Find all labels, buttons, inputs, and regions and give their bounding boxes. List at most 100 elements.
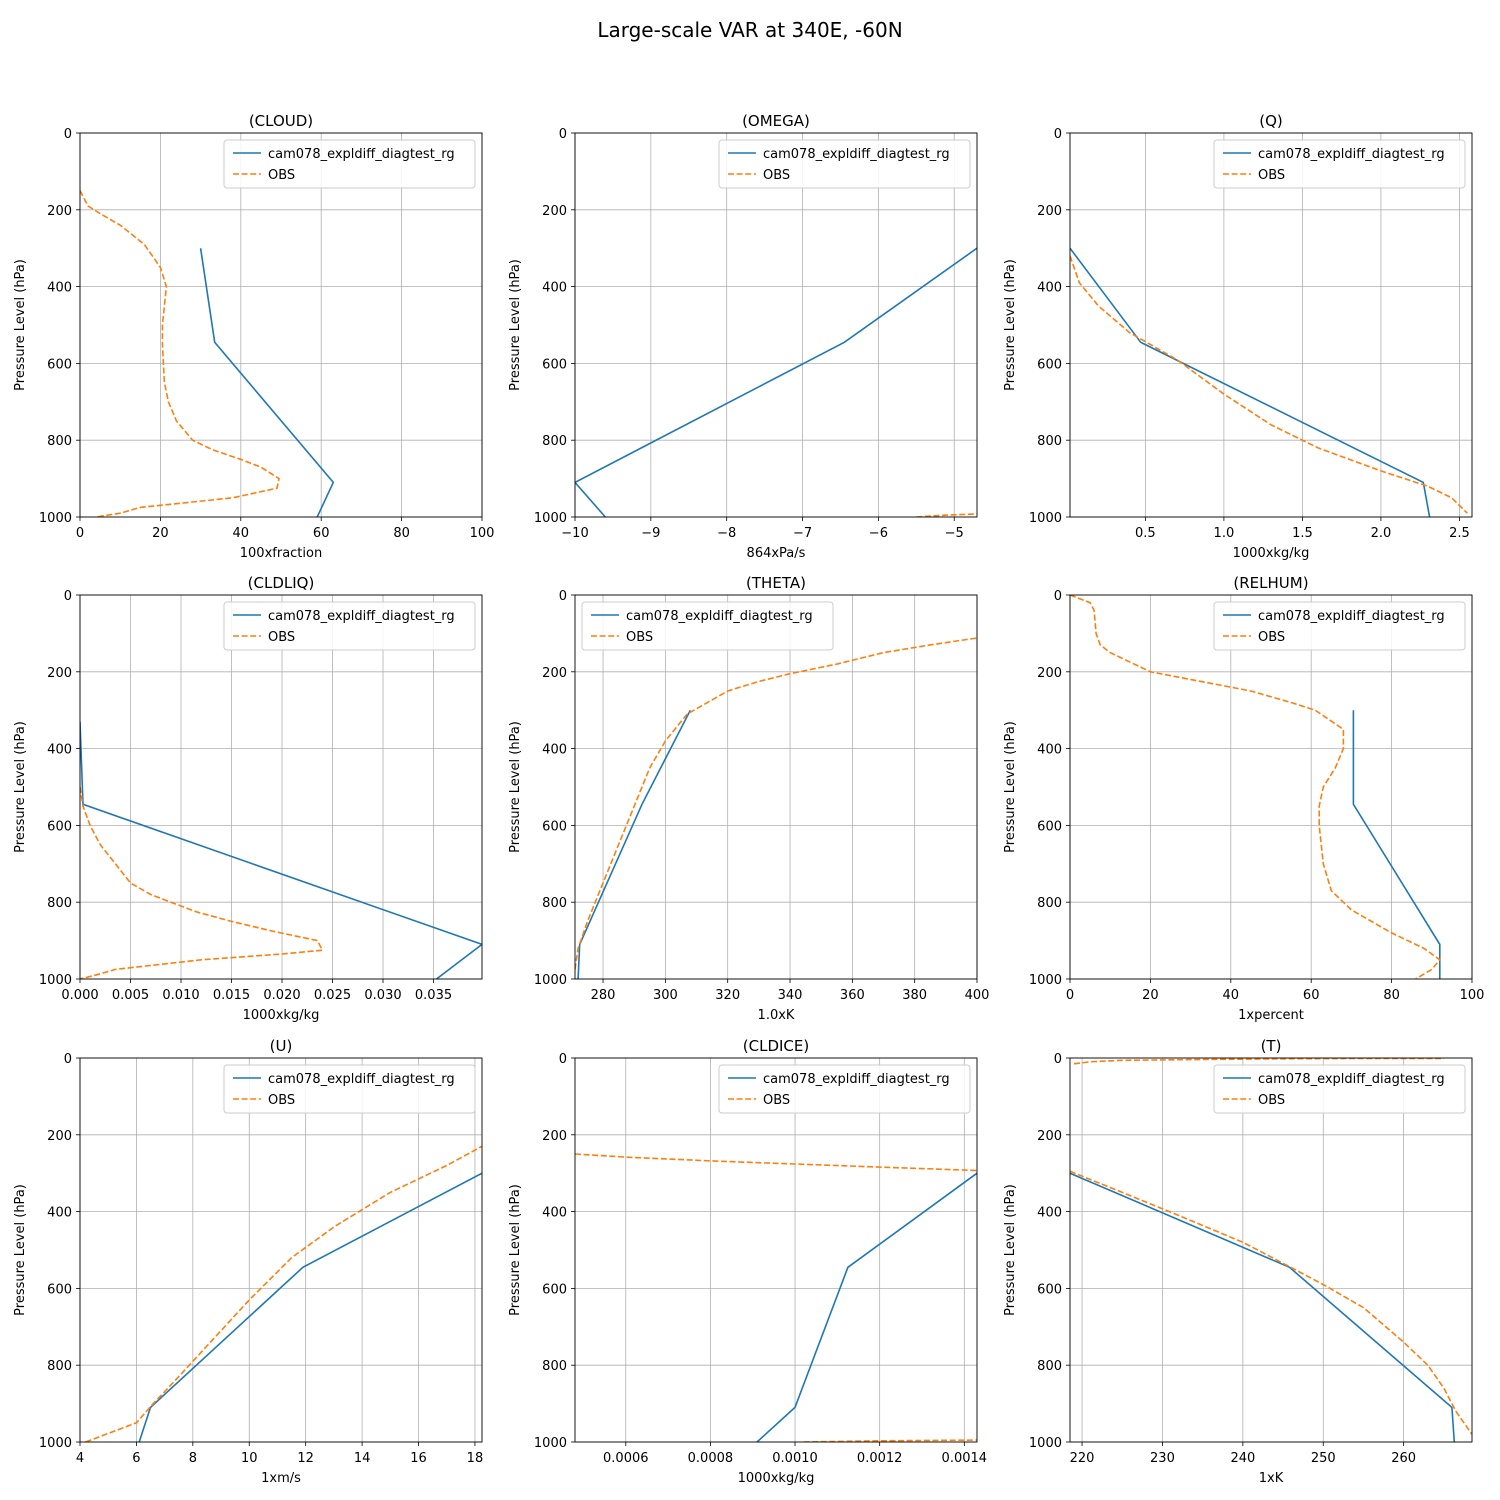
- subplot-title: (CLDLIQ): [248, 574, 315, 592]
- y-axis-label: Pressure Level (hPa): [1003, 721, 1018, 853]
- x-tick-label: 2.5: [1449, 526, 1470, 541]
- x-tick-label: 80: [1383, 988, 1400, 1003]
- y-tick-label: 200: [542, 204, 567, 219]
- subplot-t: 220 230 240 250 260 0 200 400 600 800 1000 (T) 1xK Pr…: [1003, 1037, 1473, 1486]
- y-tick-label: 600: [1037, 357, 1062, 372]
- x-tick-label: 0.0010: [772, 1451, 818, 1466]
- y-tick-label: 800: [542, 1359, 567, 1374]
- legend-model-label: cam078_expldiff_diagtest_rg: [1258, 1072, 1445, 1087]
- y-tick-label: 600: [542, 1282, 567, 1297]
- x-tick-label: 16: [410, 1451, 427, 1466]
- x-axis-label: 1000xkg/kg: [1233, 546, 1310, 561]
- legend-box: [1213, 601, 1466, 651]
- x-tick-label: 60: [313, 526, 330, 541]
- legend-box: [581, 601, 834, 651]
- y-tick-label: 1000: [39, 973, 72, 988]
- x-tick-label: 1.0: [1214, 526, 1235, 541]
- x-tick-label: 0.010: [162, 988, 199, 1003]
- x-tick-label: 4: [76, 1451, 84, 1466]
- legend-model-label: cam078_expldiff_diagtest_rg: [268, 609, 455, 624]
- axes-frame: [1069, 594, 1473, 980]
- model-series-line: [1070, 1172, 1456, 1442]
- obs-series-line: [575, 1153, 977, 1172]
- subplot-cloud: 0 20 40 60 80 10002004006008001000(CLOUD)100x…: [13, 112, 494, 561]
- obs-series-line: [575, 637, 977, 970]
- y-tick-label: 800: [47, 1359, 72, 1374]
- x-tick-label: 14: [354, 1451, 371, 1466]
- subplot-title: (CLDICE): [743, 1037, 809, 1055]
- x-tick-label: 320: [715, 988, 740, 1003]
- model-series-line: [575, 247, 977, 517]
- x-tick-label: −9: [641, 526, 660, 541]
- axes-frame: [79, 132, 483, 518]
- y-tick-label: 200: [47, 1129, 72, 1144]
- x-tick-label: 250: [1311, 1451, 1336, 1466]
- subplot-theta: 280 300 320 340 360 380 400 0 200 400 600 800 1000 (T…: [508, 574, 989, 1023]
- x-axis-label: 1000xkg/kg: [738, 1471, 815, 1486]
- x-tick-label: 340: [778, 988, 803, 1003]
- model-series-line: [756, 1172, 977, 1442]
- x-axis-label: 1xm/s: [261, 1471, 301, 1486]
- x-tick-label: 240: [1230, 1451, 1255, 1466]
- x-axis-label: 1000xkg/kg: [243, 1008, 320, 1023]
- y-tick-label: 400: [1037, 743, 1062, 758]
- y-tick-label: 400: [47, 281, 72, 296]
- x-tick-label: 12: [297, 1451, 314, 1466]
- y-tick-label: 200: [1037, 1129, 1062, 1144]
- axes-frame: [574, 594, 978, 980]
- axes-frame: [79, 594, 483, 980]
- subplot-q: 0.5 1.0 1.5 2.0 2.5 0 200 400 600 800 1000 (Q) 1000x…: [1003, 112, 1473, 561]
- subplot-omega: −10 −9 −8 −7 −6 −5 0 200 400 600 800 1000 (OMEGA) 864…: [508, 112, 978, 561]
- legend-model-label: cam078_expldiff_diagtest_rg: [1258, 147, 1445, 162]
- legend-model-label: cam078_expldiff_diagtest_rg: [268, 1072, 455, 1087]
- legend: cam078_expldiff_diagtest_rg OBS: [1213, 601, 1466, 651]
- subplot-title: (U): [270, 1037, 293, 1055]
- obs-series-line: [1070, 1170, 1472, 1435]
- y-axis-label: Pressure Level (hPa): [13, 1184, 28, 1316]
- x-axis-label: 864xPa/s: [747, 546, 806, 561]
- legend: cam078_expldiff_diagtest_rg OBS: [718, 1064, 971, 1114]
- y-tick-label: 1000: [1029, 973, 1062, 988]
- obs-series-line: [85, 1145, 482, 1442]
- y-axis-label: Pressure Level (hPa): [508, 259, 523, 391]
- x-tick-label: −8: [717, 526, 736, 541]
- subplot-cldice: 0.0006 0.0008 0.0010 0.0012 0.0014 0 200 400 600…: [508, 1037, 987, 1486]
- legend-model-label: cam078_expldiff_diagtest_rg: [1258, 609, 1445, 624]
- obs-series-line: [1070, 595, 1441, 979]
- x-tick-label: 0.020: [263, 988, 300, 1003]
- x-tick-label: 20: [1142, 988, 1159, 1003]
- x-tick-label: 0.025: [314, 988, 351, 1003]
- legend-obs-label: OBS: [1258, 630, 1285, 645]
- obs-series-line: [1070, 255, 1468, 514]
- x-axis-label: 1.0xK: [758, 1008, 795, 1023]
- x-tick-label: 0.0012: [857, 1451, 903, 1466]
- x-tick-label: 18: [467, 1451, 484, 1466]
- legend-box: [223, 139, 476, 189]
- legend: cam078_expldiff_diagtest_rg OBS: [1213, 1064, 1466, 1114]
- legend-box: [1213, 1064, 1466, 1114]
- y-tick-label: 0: [1054, 1052, 1062, 1067]
- y-tick-label: 800: [1037, 434, 1062, 449]
- x-tick-label: 8: [189, 1451, 197, 1466]
- x-axis-label: 1xpercent: [1238, 1008, 1304, 1023]
- y-tick-label: 600: [542, 357, 567, 372]
- y-tick-label: 400: [47, 743, 72, 758]
- legend-model-label: cam078_expldiff_diagtest_rg: [626, 609, 813, 624]
- subplot-title: (T): [1261, 1037, 1282, 1055]
- y-tick-label: 600: [47, 819, 72, 834]
- legend: cam078_expldiff_diagtest_rg OBS: [581, 601, 834, 651]
- legend-model-label: cam078_expldiff_diagtest_rg: [763, 1072, 950, 1087]
- model-series-line: [199, 248, 335, 517]
- y-tick-label: 200: [47, 666, 72, 681]
- x-tick-label: 1.5: [1292, 526, 1313, 541]
- y-tick-label: 800: [542, 896, 567, 911]
- legend-obs-label: OBS: [268, 1093, 295, 1108]
- x-tick-label: 0.015: [213, 988, 250, 1003]
- subplot-title: (OMEGA): [742, 112, 810, 130]
- x-tick-label: 0.000: [61, 988, 98, 1003]
- legend-obs-label: OBS: [1258, 168, 1285, 183]
- y-tick-label: 0: [64, 127, 72, 142]
- axes-frame: [1069, 1057, 1473, 1443]
- figure-title: Large-scale VAR at 340E, -60N: [597, 18, 902, 42]
